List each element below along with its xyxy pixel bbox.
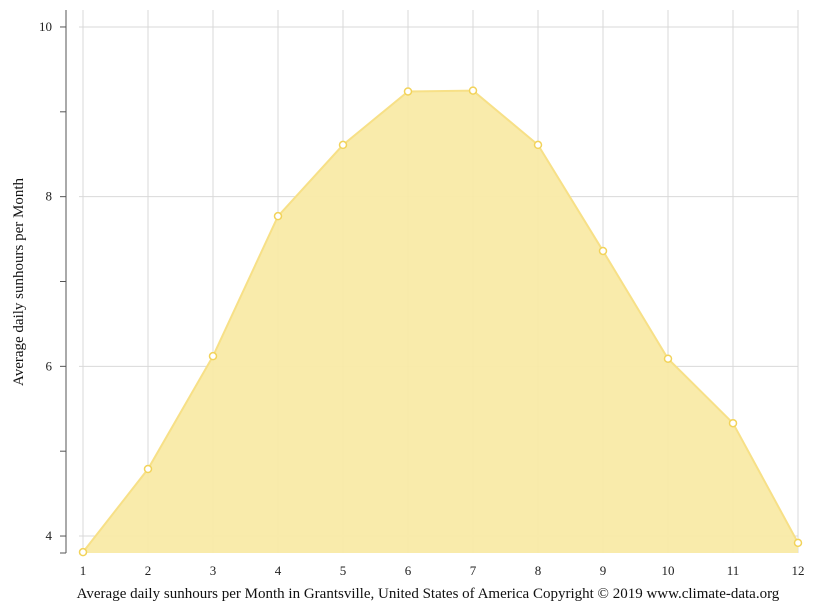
y-axis-title: Average daily sunhours per Month [11,178,27,387]
x-axis-title: Average daily sunhours per Month in Gran… [77,586,780,602]
y-tick-label: 8 [46,189,53,204]
x-tick-label: 11 [727,563,740,578]
data-point [273,211,283,221]
x-tick-label: 2 [145,563,152,578]
x-tick-label: 4 [275,563,282,578]
x-tick-label: 9 [600,563,607,578]
data-point [468,86,478,95]
x-tick-label: 7 [470,563,477,578]
data-point [143,464,153,474]
x-tick-label: 1 [80,563,87,578]
x-tick-label: 3 [210,563,217,578]
data-point [728,418,738,428]
data-point [208,351,218,361]
data-point [78,547,88,557]
x-tick-label: 8 [535,563,542,578]
y-tick-label: 6 [46,358,53,373]
data-point [598,246,608,256]
area-series [82,89,799,553]
x-tick-label: 10 [662,563,675,578]
y-tick-label: 10 [39,19,52,34]
x-tick-label: 12 [792,563,805,578]
y-tick-label: 4 [46,528,53,543]
x-tick-label: 6 [405,563,412,578]
x-tick-label: 5 [340,563,347,578]
data-point [533,140,543,150]
data-markers [78,86,803,557]
data-point [793,538,803,548]
data-point [338,140,348,150]
area-fill [83,90,798,553]
axes [60,10,67,554]
series-line [82,89,799,553]
data-point [663,354,673,363]
data-point [403,87,413,96]
